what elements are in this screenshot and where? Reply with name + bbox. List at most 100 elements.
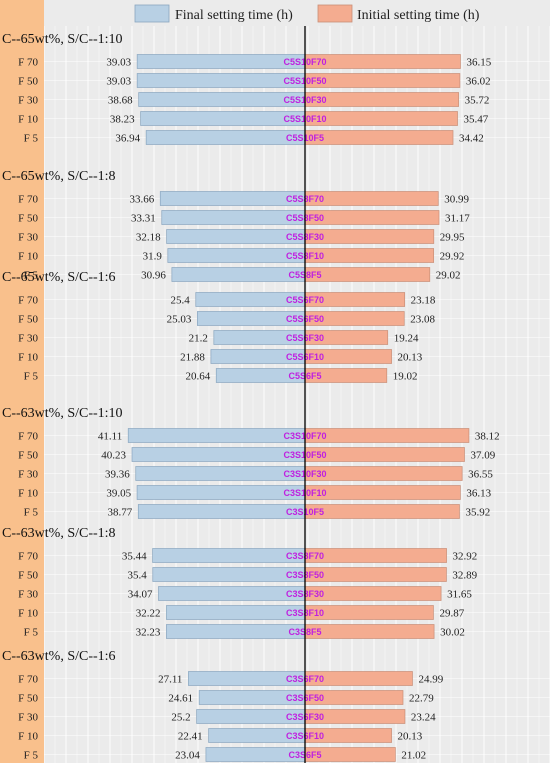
row-label: F 70	[18, 431, 38, 443]
bar-final	[159, 191, 306, 206]
row-label: F 50	[18, 76, 38, 88]
data-label-final: 33.66	[130, 194, 155, 206]
data-label-initial: 29.87	[439, 608, 464, 620]
row-label: F 30	[18, 712, 38, 724]
data-label-initial: 23.08	[410, 314, 435, 326]
data-label-initial: 35.92	[465, 507, 490, 519]
data-label-final: 36.94	[115, 133, 140, 145]
data-label-final: 38.23	[110, 114, 135, 126]
data-label-initial: 30.02	[440, 627, 465, 639]
row-label: F 30	[18, 232, 38, 244]
bar-initial	[304, 73, 461, 88]
group-title: C--63wt%, S/C--1:6	[2, 649, 116, 664]
row-label: F 10	[18, 731, 38, 743]
legend-swatch-final	[134, 4, 170, 23]
bar-initial	[304, 111, 458, 126]
data-label-final: 32.23	[136, 627, 161, 639]
data-label-initial: 37.09	[470, 450, 495, 462]
data-label-final: 33.31	[131, 213, 156, 225]
bar-final	[166, 624, 306, 639]
data-label-initial: 30.99	[444, 194, 469, 206]
group-title: C--63wt%, S/C--1:8	[2, 526, 116, 541]
data-label-initial: 21.02	[401, 750, 426, 762]
bar-initial	[304, 605, 434, 620]
bar-final	[152, 567, 306, 582]
bar-initial	[304, 428, 470, 443]
data-label-final: 25.4	[171, 295, 191, 307]
data-label-initial: 32.92	[453, 551, 478, 563]
bar-final	[135, 466, 306, 481]
row-label: F 5	[24, 270, 39, 282]
bar-final	[140, 111, 306, 126]
data-label-initial: 36.13	[466, 488, 491, 500]
data-label-final: 30.96	[141, 270, 166, 282]
data-label-initial: 22.79	[409, 693, 434, 705]
data-label-initial: 35.47	[464, 114, 489, 126]
data-label-final: 21.88	[180, 352, 205, 364]
bar-final	[131, 447, 306, 462]
data-label-final: 22.41	[178, 731, 203, 743]
data-label-final: 25.03	[167, 314, 192, 326]
bar-final	[127, 428, 306, 443]
data-label-final: 35.4	[128, 570, 148, 582]
row-label: F 70	[18, 194, 38, 206]
bar-final	[136, 54, 306, 69]
group-title: C--65wt%, S/C--1:10	[2, 32, 123, 47]
data-label-initial: 23.24	[411, 712, 436, 724]
bar-final	[136, 485, 306, 500]
row-label: F 30	[18, 333, 38, 345]
data-label-initial: 29.92	[440, 251, 465, 263]
data-label-final: 34.07	[128, 589, 153, 601]
row-label: F 5	[24, 627, 39, 639]
bar-initial	[304, 548, 447, 563]
bar-initial	[304, 92, 459, 107]
bar-final	[152, 548, 306, 563]
data-label-final: 40.23	[101, 450, 126, 462]
row-label: F 50	[18, 570, 38, 582]
data-label-initial: 20.13	[398, 352, 423, 364]
data-label-initial: 36.15	[466, 57, 491, 69]
bar-initial	[304, 210, 440, 225]
data-label-final: 39.03	[106, 76, 131, 88]
row-label: F 5	[24, 507, 39, 519]
bar-initial	[304, 248, 435, 263]
bar-final	[145, 130, 306, 145]
data-label-final: 20.64	[185, 371, 210, 383]
row-label: F 70	[18, 674, 38, 686]
bar-initial	[304, 485, 461, 500]
bar-initial	[304, 504, 460, 519]
row-label: F 50	[18, 450, 38, 462]
group-1: C--65wt%, S/C--1:10F 7039.0336.15C5S10F7…	[2, 32, 492, 145]
bar-final	[138, 92, 306, 107]
data-label-final: 39.05	[106, 488, 131, 500]
data-label-initial: 29.02	[436, 270, 461, 282]
data-label-final: 31.9	[143, 251, 163, 263]
data-label-initial: 32.89	[452, 570, 477, 582]
data-label-initial: 20.13	[398, 731, 423, 743]
group-title: C--63wt%, S/C--1:10	[2, 406, 123, 421]
data-label-initial: 29.95	[440, 232, 465, 244]
data-label-final: 25.2	[171, 712, 190, 724]
legend-label-initial: Initial setting time (h)	[357, 8, 480, 23]
bar-initial	[304, 191, 439, 206]
row-label: F 50	[18, 314, 38, 326]
row-label: F 70	[18, 57, 38, 69]
group-6: C--63wt%, S/C--1:6F 7027.1124.99C3S6F70F…	[2, 649, 444, 762]
bar-initial	[304, 466, 463, 481]
row-label: F 5	[24, 133, 39, 145]
data-label-initial: 19.02	[393, 371, 418, 383]
data-label-initial: 23.18	[411, 295, 436, 307]
bar-initial	[304, 54, 461, 69]
row-label: F 70	[18, 551, 38, 563]
bar-final	[166, 229, 306, 244]
data-label-initial: 19.24	[394, 333, 419, 345]
row-label: F 5	[24, 371, 39, 383]
row-label: F 30	[18, 95, 38, 107]
bar-final	[171, 267, 306, 282]
data-label-final: 23.04	[175, 750, 200, 762]
data-label-final: 41.11	[98, 431, 122, 443]
data-label-initial: 31.65	[447, 589, 472, 601]
bar-final	[161, 210, 306, 225]
row-label: F 10	[18, 488, 38, 500]
